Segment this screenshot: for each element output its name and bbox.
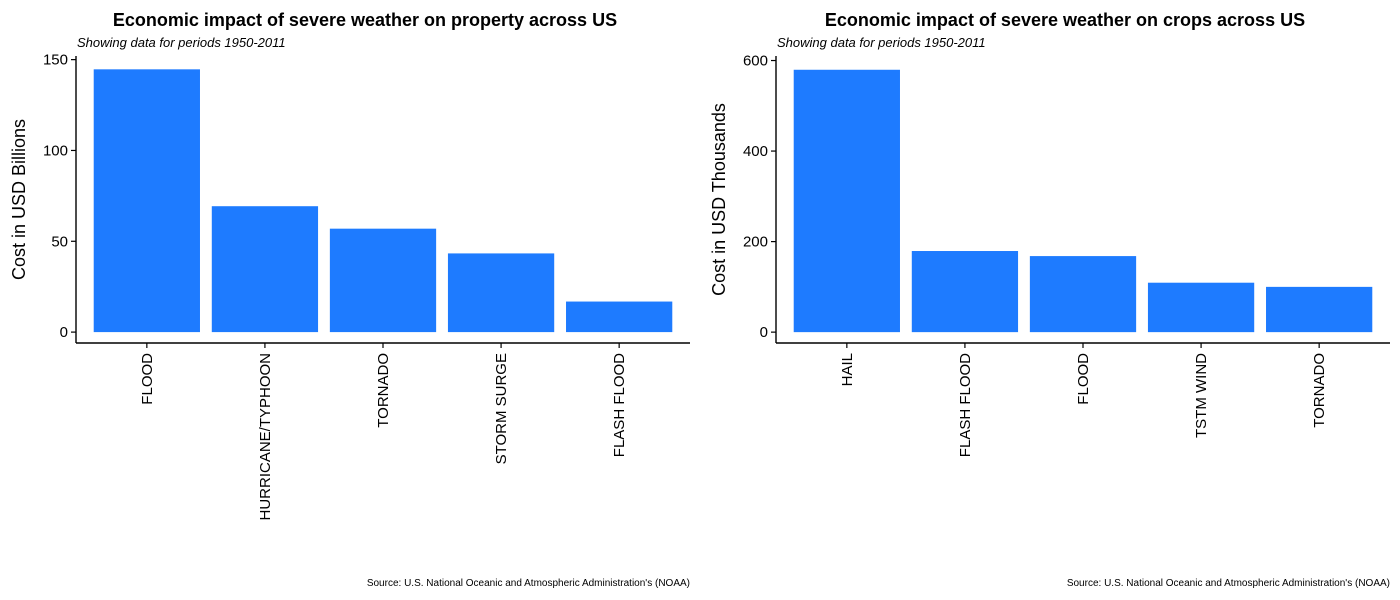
chart-panel-2: Economic impact of severe weather on cro…: [709, 10, 1390, 589]
x-tick-label: FLASH FLOOD: [611, 353, 628, 457]
y-tick-label: 0: [60, 324, 68, 341]
x-tick-label: HURRICANE/TYPHOON: [257, 353, 274, 521]
bar-tornado: [1266, 286, 1373, 333]
chart-title: Economic impact of severe weather on pro…: [113, 10, 617, 30]
y-tick-label: 0: [760, 324, 768, 341]
chart-caption: Source: U.S. National Oceanic and Atmosp…: [1067, 578, 1390, 589]
y-axis-label: Cost in USD Thousands: [709, 103, 729, 296]
x-tick-label: FLOOD: [139, 353, 156, 405]
bar-storm-surge: [447, 253, 555, 333]
x-tick-label: TORNADO: [375, 353, 392, 428]
bar-hurricane-typhoon: [211, 206, 319, 333]
bar-hail: [793, 69, 900, 333]
y-axis-label: Cost in USD Billions: [9, 119, 29, 280]
bar-tstm-wind: [1147, 282, 1255, 333]
y-tick-label: 50: [51, 233, 68, 250]
bar-flash-flood: [911, 251, 1019, 333]
x-tick-label: FLOOD: [1075, 353, 1092, 405]
x-tick-label: STORM SURGE: [493, 353, 510, 464]
bar-flood: [93, 69, 200, 333]
y-tick-label: 150: [43, 52, 68, 69]
bar-flood: [1029, 256, 1137, 333]
y-tick-label: 200: [743, 234, 768, 251]
bar-tornado: [329, 228, 437, 333]
y-tick-label: 400: [743, 143, 768, 160]
y-tick-label: 100: [43, 142, 68, 159]
chart-subtitle: Showing data for periods 1950-2011: [777, 35, 986, 50]
y-tick-label: 600: [743, 53, 768, 70]
x-tick-label: TORNADO: [1311, 353, 1328, 428]
chart-panel-1: Economic impact of severe weather on pro…: [9, 10, 690, 589]
x-tick-label: TSTM WIND: [1193, 353, 1210, 438]
x-tick-label: HAIL: [839, 353, 856, 386]
bar-flash-flood: [566, 301, 673, 333]
chart-title: Economic impact of severe weather on cro…: [825, 10, 1305, 30]
chart-caption: Source: U.S. National Oceanic and Atmosp…: [367, 578, 690, 589]
x-tick-label: FLASH FLOOD: [957, 353, 974, 457]
chart-subtitle: Showing data for periods 1950-2011: [77, 35, 286, 50]
